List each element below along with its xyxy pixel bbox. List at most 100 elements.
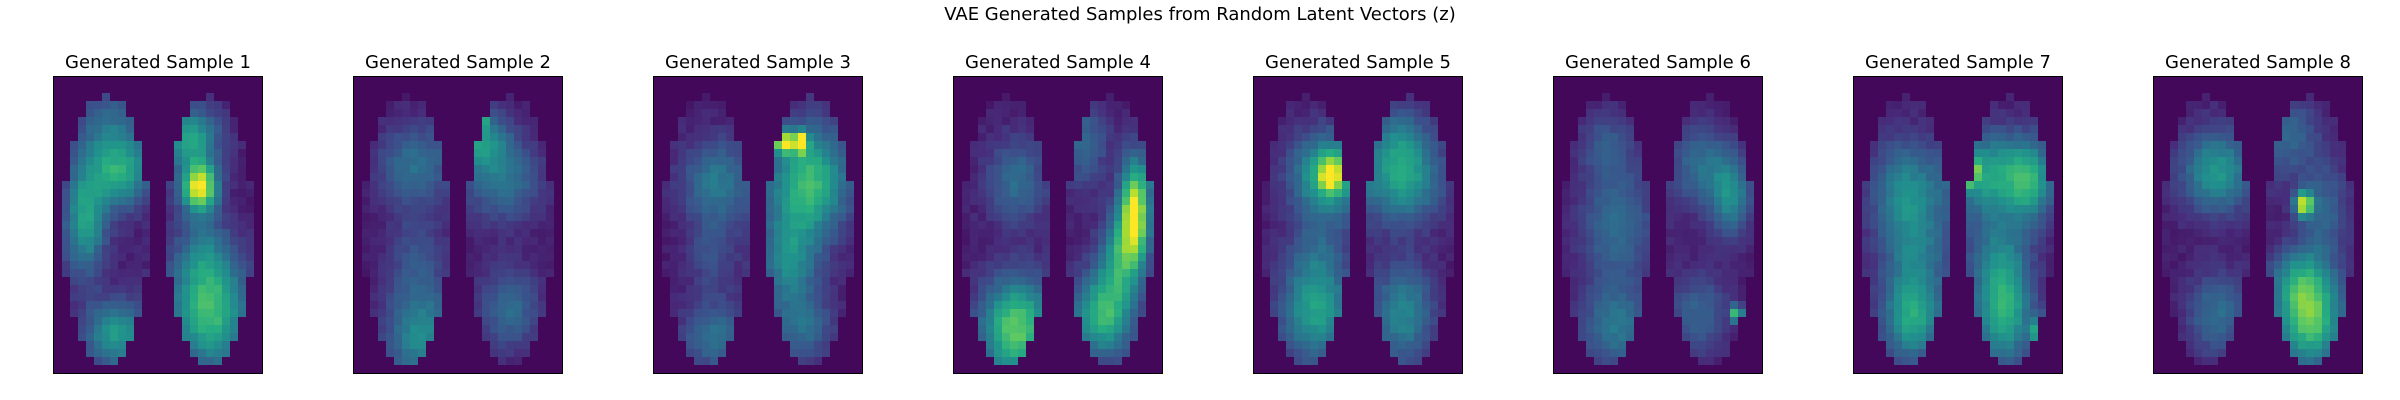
heatmap-cell (830, 301, 838, 309)
heatmap-cell (190, 197, 198, 205)
heatmap-cell (198, 237, 206, 245)
heatmap-cell (1090, 197, 1098, 205)
heatmap-cell (1682, 269, 1690, 277)
heatmap-cell (490, 189, 498, 197)
heatmap-cell (994, 301, 1002, 309)
heatmap-cell (2234, 141, 2242, 149)
heatmap-cell (2014, 205, 2022, 213)
heatmap-cell (1902, 125, 1910, 133)
heatmap-cell (1130, 333, 1138, 341)
heatmap-cell (1902, 93, 1910, 101)
heatmap-cell (822, 213, 830, 221)
heatmap-cell (1018, 285, 1026, 293)
heatmap-cell (434, 285, 442, 293)
heatmap-cell (742, 237, 750, 245)
heatmap-cell (1982, 181, 1990, 189)
heatmap-cell (1382, 229, 1390, 237)
heatmap-cell (1398, 165, 1406, 173)
heatmap-cell (394, 125, 402, 133)
heatmap-cell (1414, 229, 1422, 237)
heatmap-cell (1934, 181, 1942, 189)
heatmap-cell (1382, 149, 1390, 157)
heatmap-cell (1034, 213, 1042, 221)
heatmap-cell (726, 245, 734, 253)
heatmap-cell (1698, 125, 1706, 133)
heatmap-cell (1138, 141, 1146, 149)
heatmap-cell (662, 197, 670, 205)
heatmap-cell (734, 221, 742, 229)
heatmap-cell (838, 189, 846, 197)
heatmap-cell (498, 101, 506, 109)
heatmap-cell (174, 277, 182, 285)
heatmap-cell (2298, 101, 2306, 109)
heatmap-cell (1894, 181, 1902, 189)
heatmap-cell (482, 229, 490, 237)
heatmap-cell (2210, 333, 2218, 341)
heatmap-cell (482, 117, 490, 125)
heatmap-cell (702, 253, 710, 261)
heatmap-cell (222, 229, 230, 237)
heatmap-cell (1690, 213, 1698, 221)
heatmap-cell (2306, 293, 2314, 301)
heatmap-cell (994, 317, 1002, 325)
heatmap-cell (1990, 325, 1998, 333)
heatmap-cell (214, 149, 222, 157)
heatmap-cell (1286, 149, 1294, 157)
heatmap-cell (378, 213, 386, 221)
heatmap-cell (2162, 253, 2170, 261)
heatmap-cell (1326, 117, 1334, 125)
heatmap-cell (1990, 149, 1998, 157)
heatmap-cell (386, 349, 394, 357)
heatmap-cell (1894, 149, 1902, 157)
heatmap-cell (822, 269, 830, 277)
heatmap-cell (994, 277, 1002, 285)
heatmap-cell (426, 237, 434, 245)
heatmap-cell (530, 133, 538, 141)
heatmap-cell (402, 109, 410, 117)
heatmap-cell (2210, 245, 2218, 253)
heatmap-cell (1990, 333, 1998, 341)
heatmap-cell (134, 197, 142, 205)
heatmap-cell (718, 237, 726, 245)
heatmap-cell (670, 293, 678, 301)
heatmap-cell (1934, 229, 1942, 237)
heatmap-cell (1138, 309, 1146, 317)
heatmap-cell (814, 253, 822, 261)
heatmap-cell (1926, 277, 1934, 285)
heatmap-cell (2218, 317, 2226, 325)
heatmap-cell (522, 165, 530, 173)
heatmap-cell (1114, 301, 1122, 309)
heatmap-cell (86, 277, 94, 285)
heatmap-cell (774, 205, 782, 213)
heatmap-cell (222, 309, 230, 317)
heatmap-cell (1106, 125, 1114, 133)
heatmap-cell (506, 149, 514, 157)
heatmap-cell (1310, 229, 1318, 237)
heatmap-cell (110, 253, 118, 261)
heatmap-cell (1002, 101, 1010, 109)
heatmap-cell (426, 189, 434, 197)
heatmap-cell (1090, 125, 1098, 133)
heatmap-cell (1918, 237, 1926, 245)
heatmap-cell (1034, 181, 1042, 189)
heatmap-cell (986, 133, 994, 141)
heatmap-cell (1310, 333, 1318, 341)
heatmap-cell (1578, 141, 1586, 149)
heatmap-cell (710, 173, 718, 181)
heatmap-cell (1894, 101, 1902, 109)
heatmap-cell (370, 277, 378, 285)
heatmap-cell (2314, 181, 2322, 189)
heatmap-cell (246, 269, 254, 277)
heatmap-cell (1018, 269, 1026, 277)
heatmap-cell (1082, 285, 1090, 293)
heatmap-cell (2030, 197, 2038, 205)
heatmap-cell (222, 125, 230, 133)
heatmap-cell (410, 277, 418, 285)
heatmap-cell (1310, 125, 1318, 133)
heatmap-cell (110, 237, 118, 245)
heatmap-cell (166, 269, 174, 277)
heatmap-cell (1398, 301, 1406, 309)
heatmap-cell (1990, 173, 1998, 181)
heatmap-cell (726, 213, 734, 221)
heatmap-cell (1106, 149, 1114, 157)
